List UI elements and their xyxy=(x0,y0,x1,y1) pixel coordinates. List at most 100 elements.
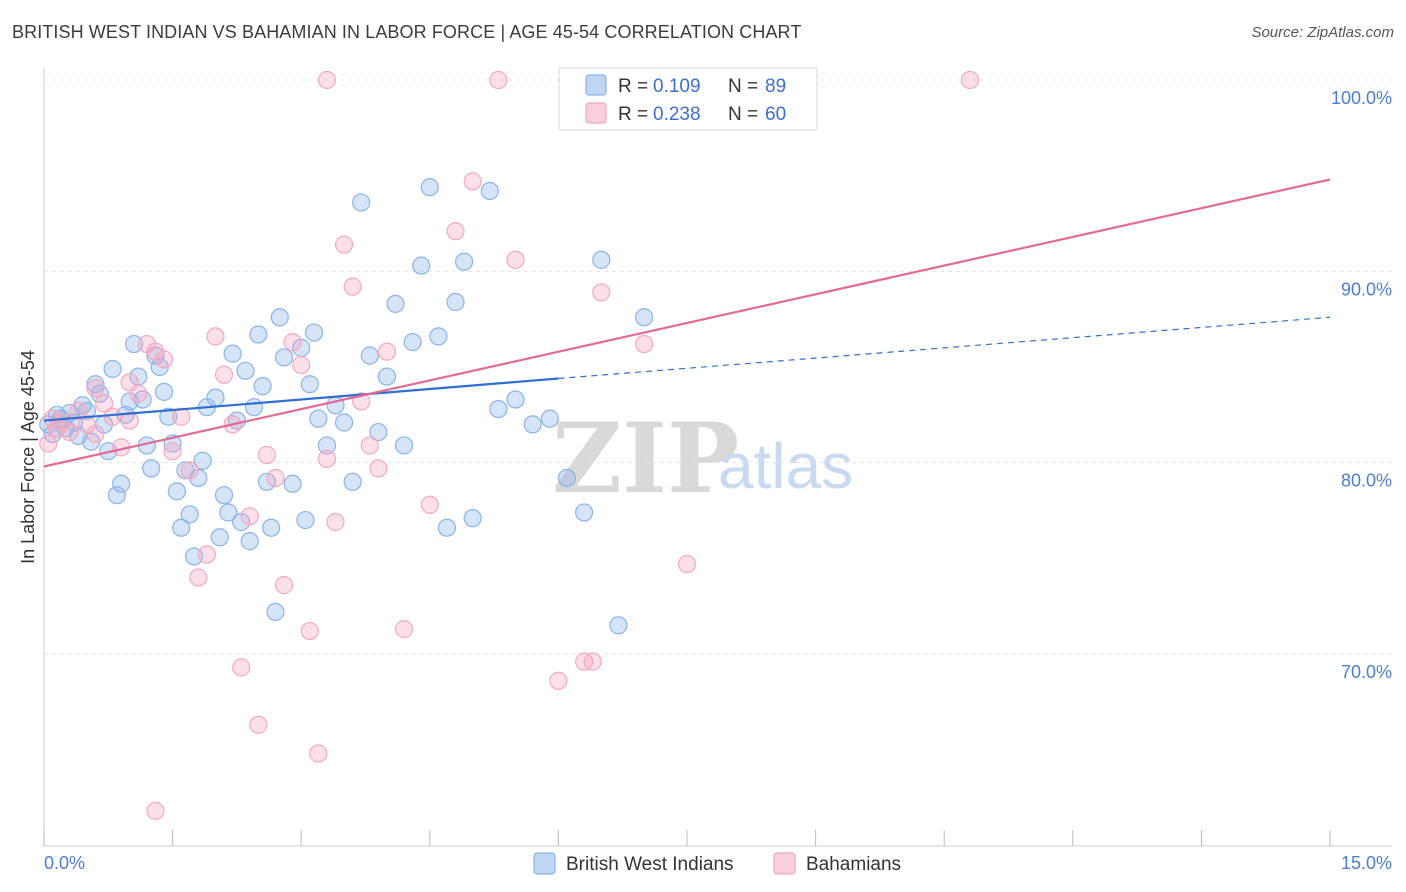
point-bahamian-37 xyxy=(343,277,362,296)
point-bwi-66 xyxy=(360,346,379,365)
point-bwi-31 xyxy=(172,518,191,537)
point-bwi-55 xyxy=(283,474,302,493)
point-bwi-47 xyxy=(244,398,264,417)
point-bahamian-22 xyxy=(214,365,234,384)
point-bwi-72 xyxy=(412,256,431,275)
watermark-atlas: atlas xyxy=(718,430,853,502)
point-bahamian-24 xyxy=(232,658,251,677)
point-bahamian-20 xyxy=(197,545,216,564)
point-bwi-42 xyxy=(223,344,242,363)
x-tick-marks xyxy=(43,830,1331,846)
point-bahamian-58 xyxy=(120,411,139,430)
watermark-zip: ZIP xyxy=(552,402,739,515)
point-bahamian-25 xyxy=(240,507,259,526)
point-bwi-83 xyxy=(540,409,559,428)
point-bwi-69 xyxy=(386,294,405,313)
point-bahamian-27 xyxy=(257,445,277,465)
point-bwi-15 xyxy=(103,359,122,379)
point-bwi-57 xyxy=(296,510,315,530)
point-bwi-67 xyxy=(369,422,388,442)
point-bwi-88 xyxy=(635,308,654,327)
point-bwi-51 xyxy=(262,518,281,537)
point-bwi-87 xyxy=(609,616,628,635)
point-bwi-75 xyxy=(437,518,457,537)
point-bahamian-7 xyxy=(86,378,105,398)
point-bwi-16 xyxy=(107,486,126,505)
point-bwi-74 xyxy=(429,327,448,346)
point-bwi-84 xyxy=(557,468,577,488)
point-bahamian-28 xyxy=(266,468,285,488)
point-bahamian-32 xyxy=(300,621,319,641)
point-bwi-36 xyxy=(193,451,212,470)
y-tick-label-1: 90.0% xyxy=(1341,279,1392,299)
point-bahamian-19 xyxy=(189,568,208,587)
legend-label-british-west-indians: British West Indians xyxy=(566,854,734,875)
point-bwi-45 xyxy=(236,361,255,380)
stats-legend-swatch-bwi xyxy=(585,74,607,96)
point-bahamian-41 xyxy=(377,342,397,361)
point-bwi-50 xyxy=(257,472,277,491)
point-bwi-41 xyxy=(219,503,238,522)
point-bwi-60 xyxy=(309,409,328,428)
point-bahamian-50 xyxy=(635,334,654,354)
point-bahamian-18 xyxy=(180,461,199,480)
y-tick-label-0: 100.0% xyxy=(1331,88,1392,108)
trend-line-bahamian xyxy=(43,178,1331,468)
point-bwi-61 xyxy=(317,436,337,455)
point-bwi-11 xyxy=(86,375,105,394)
point-bwi-79 xyxy=(480,181,499,201)
point-bahamian-15 xyxy=(154,350,174,369)
x-tick-label-min: 0.0% xyxy=(44,853,85,873)
legend-label-bahamians: Bahamians xyxy=(806,854,901,875)
point-bwi-80 xyxy=(489,399,508,419)
point-bahamian-56 xyxy=(146,801,165,820)
point-bahamian-39 xyxy=(360,436,379,455)
point-bahamian-31 xyxy=(292,355,311,375)
point-bahamian-44 xyxy=(446,222,465,241)
point-bwi-64 xyxy=(343,472,362,491)
stats-legend-r-label-bahamian: R = xyxy=(618,104,648,125)
point-bahamian-47 xyxy=(549,671,568,690)
point-bahamian-29 xyxy=(274,576,294,595)
point-bahamian-42 xyxy=(394,620,414,639)
point-bahamian-36 xyxy=(334,235,354,254)
point-bwi-65 xyxy=(352,193,371,212)
point-bwi-77 xyxy=(454,252,474,271)
stats-legend-n-value-bwi: 89 xyxy=(765,76,786,97)
point-bwi-70 xyxy=(394,436,414,455)
point-bahamian-21 xyxy=(206,327,225,346)
stats-legend-r-label-bwi: R = xyxy=(618,76,648,97)
trend-line-bwi xyxy=(43,377,559,422)
legend-swatch-british-west-indians xyxy=(533,852,556,875)
point-bwi-82 xyxy=(523,415,542,434)
point-bahamian-30 xyxy=(283,333,302,352)
y-axis-label: In Labor Force | Age 45-54 xyxy=(18,350,38,564)
point-bwi-71 xyxy=(403,333,422,352)
point-bahamian-12 xyxy=(129,384,148,403)
point-bahamian-4 xyxy=(60,422,79,442)
point-bwi-76 xyxy=(446,292,465,312)
point-bahamian-45 xyxy=(463,172,482,191)
point-bwi-46 xyxy=(240,532,259,551)
point-bahamian-33 xyxy=(309,744,328,763)
point-bahamian-9 xyxy=(103,407,122,426)
point-bahamian-59 xyxy=(583,652,602,671)
point-bwi-48 xyxy=(249,325,268,344)
stats-legend-swatch-bahamian xyxy=(585,102,607,124)
point-bwi-30 xyxy=(167,482,186,501)
point-bahamian-43 xyxy=(420,495,439,514)
series-legend: British West Indians Bahamians xyxy=(533,852,901,875)
point-bwi-52 xyxy=(266,602,285,622)
x-tick-label-max: 15.0% xyxy=(1341,853,1392,873)
point-bwi-20 xyxy=(124,334,144,354)
stats-legend-n-label-bwi: N = xyxy=(728,76,758,97)
point-bwi-39 xyxy=(210,528,229,547)
point-bwi-53 xyxy=(270,308,289,327)
y-tick-label-2: 80.0% xyxy=(1341,471,1392,491)
point-bahamian-57 xyxy=(86,424,105,444)
y-tick-labels: 100.0% 90.0% 80.0% 70.0% xyxy=(1331,88,1392,682)
point-bwi-73 xyxy=(420,178,439,197)
point-bahamian-16 xyxy=(163,442,182,461)
legend-swatch-bahamians xyxy=(773,852,796,875)
